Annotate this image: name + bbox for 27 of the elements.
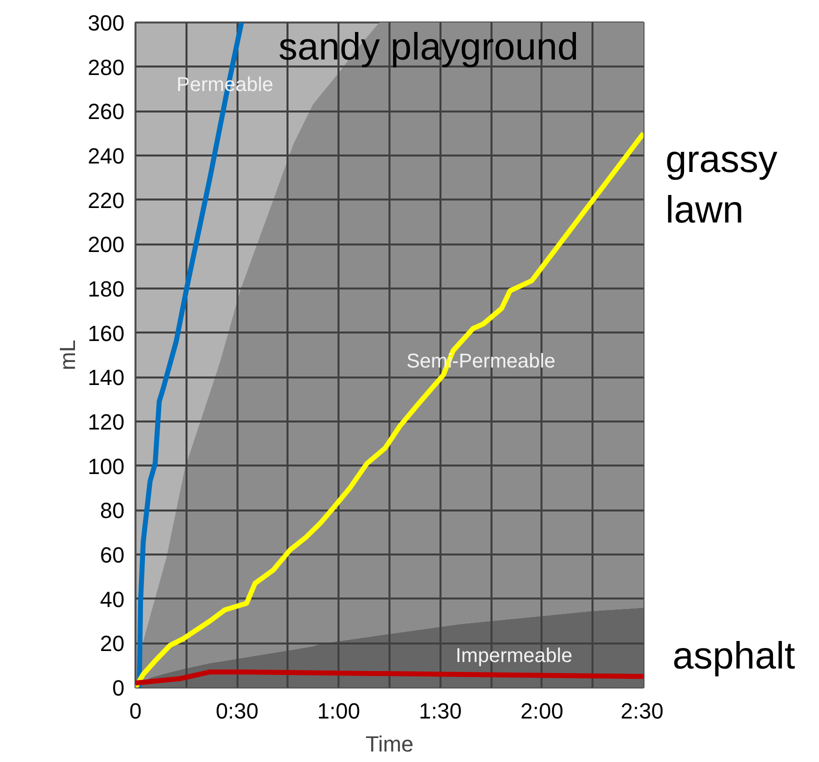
y-tick-label: 20 bbox=[100, 631, 125, 656]
y-tick-label: 240 bbox=[88, 144, 125, 168]
y-tick-label: 200 bbox=[88, 232, 125, 258]
x-axis-title: Time bbox=[365, 732, 414, 756]
y-tick-label: 60 bbox=[100, 542, 125, 568]
y-tick-label: 280 bbox=[88, 54, 125, 80]
y-tick-label: 0 bbox=[112, 676, 125, 700]
y-tick-label: 160 bbox=[88, 320, 125, 346]
x-tick-label: 2:00 bbox=[520, 698, 564, 724]
y-tick-label: 80 bbox=[100, 498, 125, 524]
y-tick-label: 180 bbox=[88, 276, 125, 302]
y-tick-label: 140 bbox=[88, 365, 125, 390]
y-tick-label: 120 bbox=[88, 410, 125, 434]
y-tick-label: 40 bbox=[100, 586, 125, 612]
y-axis-title: mL bbox=[54, 340, 80, 370]
x-tick-label: 1:30 bbox=[418, 698, 462, 724]
series-label: Impermeable bbox=[456, 645, 572, 668]
series-label: asphalt bbox=[672, 635, 796, 678]
y-tick-label: 220 bbox=[88, 188, 125, 213]
y-tick-label: 100 bbox=[88, 454, 125, 479]
series-label: grassy lawn bbox=[666, 139, 778, 232]
x-tick-label: 2:30 bbox=[620, 698, 664, 724]
x-tick-label: 0:30 bbox=[216, 698, 259, 724]
x-tick-label: 1:00 bbox=[317, 698, 360, 724]
x-tick-label: 0 bbox=[129, 698, 142, 724]
y-tick-label: 300 bbox=[88, 10, 125, 36]
y-tick-label: 260 bbox=[88, 99, 125, 124]
